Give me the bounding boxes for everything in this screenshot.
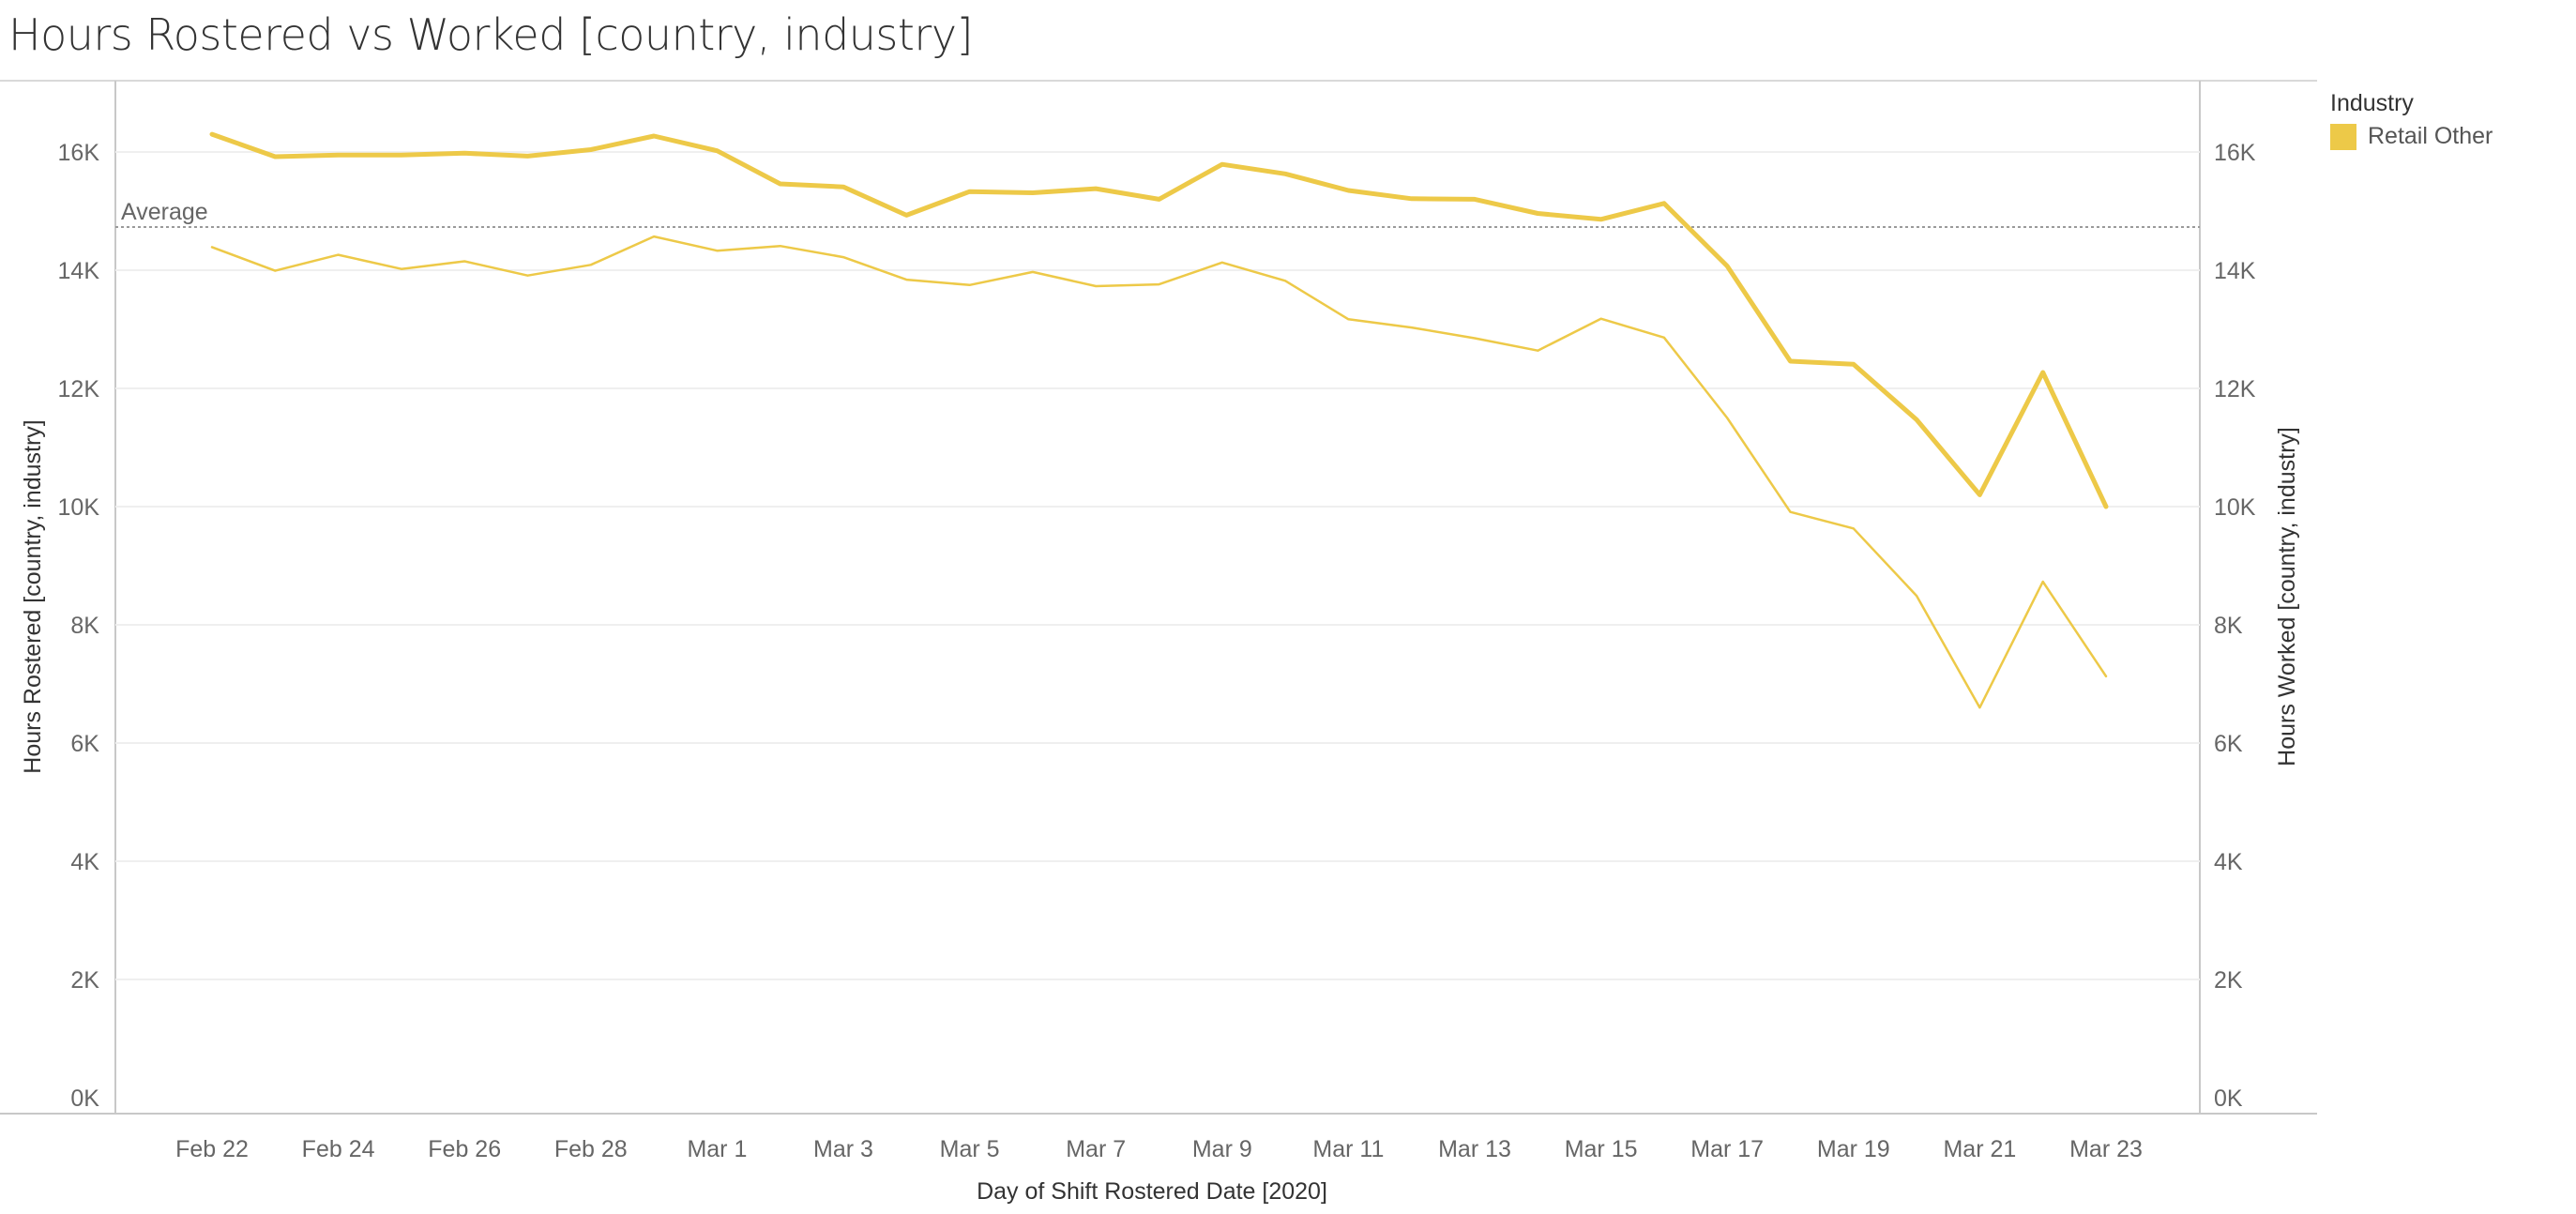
x-tick-label: Mar 15 [1565, 1136, 1638, 1162]
y-tick-label-left: 12K [58, 376, 100, 402]
x-tick-label: Mar 1 [687, 1136, 747, 1162]
x-tick-label: Mar 7 [1066, 1136, 1126, 1162]
x-tick-label: Mar 19 [1817, 1136, 1890, 1162]
legend-swatch [2330, 123, 2356, 150]
x-axis-title: Day of Shift Rostered Date [2020] [977, 1178, 1327, 1205]
x-tick-label: Mar 5 [940, 1136, 1000, 1162]
y-axis-left-ticks: 0K 2K 4K 6K 8K 10K 12K 14K 16K [58, 140, 100, 1112]
y-tick-label-right: 2K [2214, 967, 2243, 994]
average-label: Average [121, 199, 208, 225]
line-chart: Average 0K 2K 4K 6K 8K 10K 12K 14K 16K 0K 2K 4K 6K 8… [0, 80, 2317, 1205]
x-tick-label: Mar 13 [1438, 1136, 1511, 1162]
chart-frame [0, 80, 2317, 1115]
legend: Industry Retail Other [2330, 90, 2493, 150]
x-tick-label: Feb 24 [302, 1136, 375, 1162]
y-tick-label-right: 8K [2214, 613, 2243, 639]
hours-rostered-line [209, 131, 2109, 509]
y-tick-label-left: 16K [58, 140, 100, 166]
x-tick-label: Mar 23 [2069, 1136, 2143, 1162]
chart-title: Hours Rostered vs Worked [country, indus… [8, 9, 974, 60]
x-tick-label: Feb 26 [428, 1136, 501, 1162]
y-tick-label-right: 12K [2214, 376, 2256, 402]
y-axis-left-title: Hours Rostered [country, industry] [20, 419, 46, 773]
y-tick-label-left: 4K [70, 849, 99, 875]
x-tick-label: Mar 11 [1312, 1136, 1384, 1162]
gridlines [115, 151, 2200, 980]
y-tick-label-right: 16K [2214, 140, 2256, 166]
y-axis-right-title: Hours Worked [country, industry] [2274, 427, 2300, 766]
x-axis-ticks: Feb 22 Feb 24 Feb 26 Feb 28 Mar 1 Mar 3 Mar 5 M… [175, 1136, 2143, 1162]
y-tick-label-right: 14K [2214, 258, 2256, 284]
y-tick-label-right: 0K [2214, 1085, 2243, 1112]
x-tick-label: Mar 9 [1192, 1136, 1252, 1162]
hours-worked-line [210, 235, 2108, 709]
series-lines [209, 131, 2109, 709]
x-tick-label: Feb 22 [175, 1136, 249, 1162]
y-tick-label-right: 6K [2214, 731, 2243, 757]
x-tick-label: Mar 3 [813, 1136, 873, 1162]
y-tick-label-left: 0K [70, 1085, 99, 1112]
y-tick-label-right: 10K [2214, 494, 2256, 521]
y-axis-right-ticks: 0K 2K 4K 6K 8K 10K 12K 14K 16K [2214, 140, 2256, 1112]
y-tick-label-right: 4K [2214, 849, 2243, 875]
legend-title: Industry [2330, 90, 2414, 116]
x-tick-label: Mar 21 [1943, 1136, 2016, 1162]
legend-item-retail-other[interactable]: Retail Other [2330, 123, 2493, 150]
y-tick-label-left: 14K [58, 258, 100, 284]
y-tick-label-left: 10K [58, 494, 100, 521]
legend-item-label: Retail Other [2368, 123, 2493, 149]
y-tick-label-left: 8K [70, 613, 99, 639]
x-tick-label: Mar 17 [1690, 1136, 1764, 1162]
y-tick-label-left: 2K [70, 967, 99, 994]
x-tick-label: Feb 28 [554, 1136, 628, 1162]
average-reference-line: Average [115, 199, 2200, 229]
y-tick-label-left: 6K [70, 731, 99, 757]
